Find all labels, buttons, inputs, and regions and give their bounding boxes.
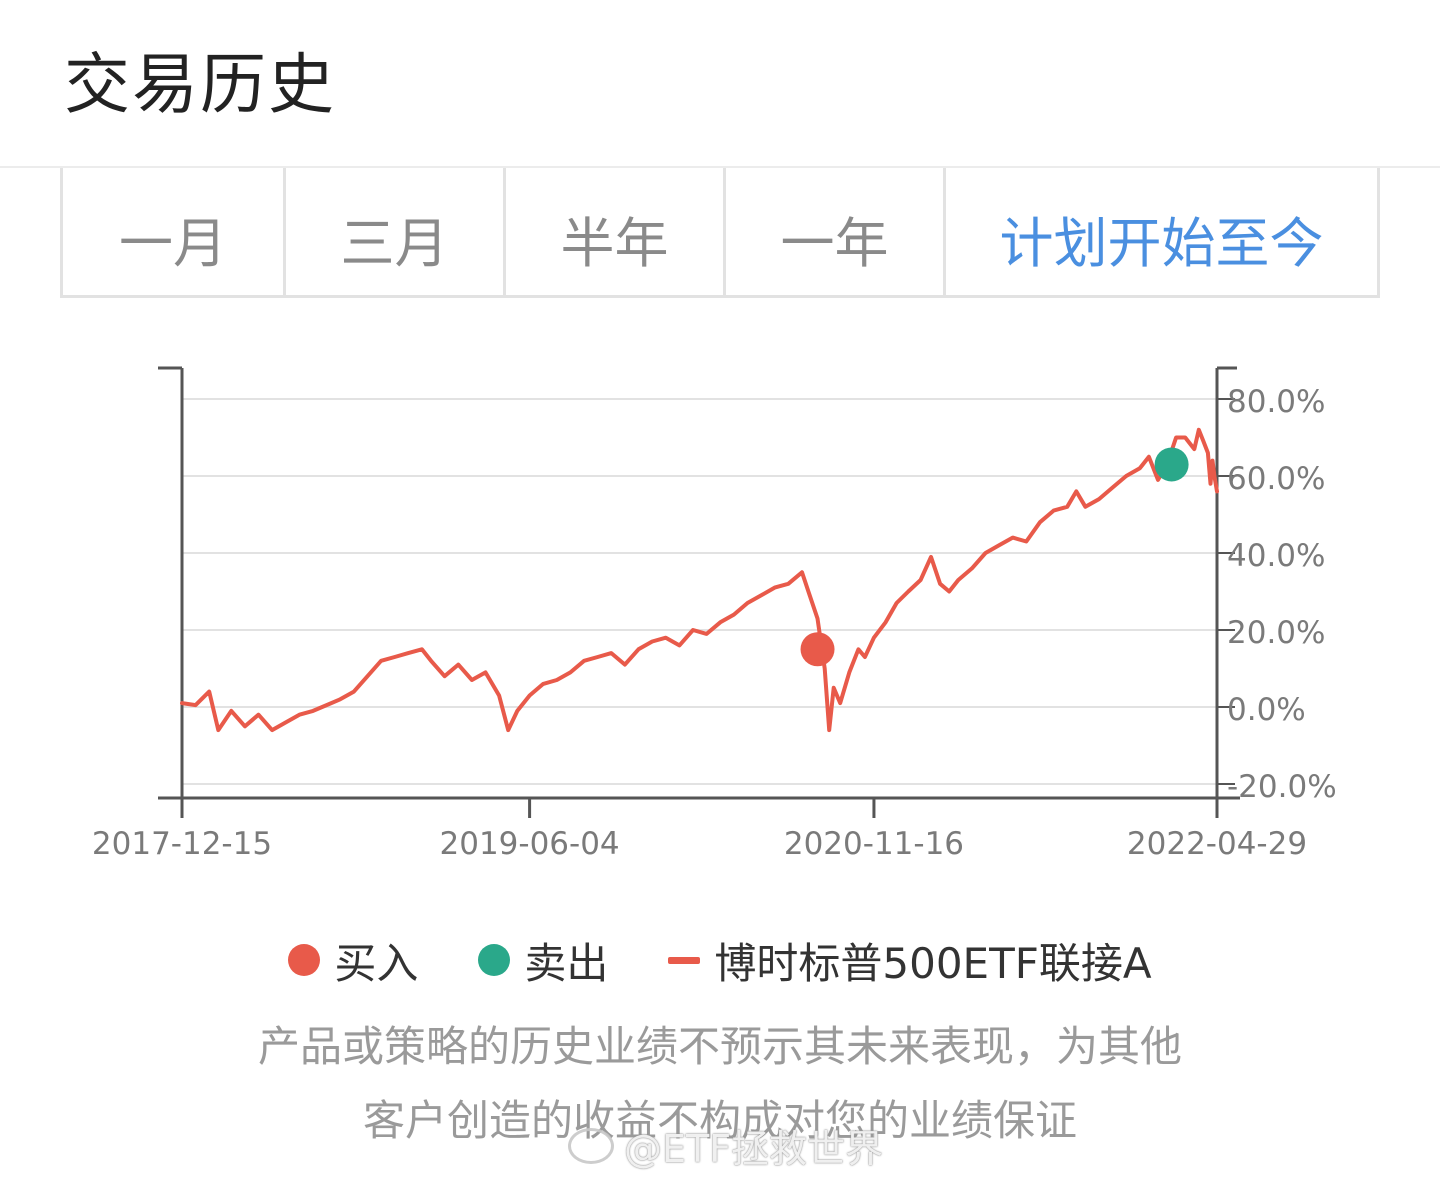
legend-series-label: 博时标普500ETF联接A: [714, 938, 1152, 988]
y-tick-label: 40.0%: [1227, 538, 1325, 574]
tab-label: 半年: [560, 212, 669, 275]
series-layer: [180, 427, 1219, 733]
legend-series[interactable]: 博时标普500ETF联接A: [668, 930, 1152, 991]
page-title: 交易历史: [64, 46, 336, 123]
buy-dot-icon: [288, 944, 321, 976]
chart-legend: 买入 卖出 博时标普500ETF联接A: [0, 925, 1440, 995]
buy-marker: [800, 632, 835, 667]
x-tick-label: 2020-11-16: [784, 826, 964, 862]
sell-marker: [1154, 447, 1189, 482]
y-tick-label: -20.0%: [1227, 769, 1337, 805]
grid-lines: [182, 398, 1217, 785]
title-divider: [0, 166, 1440, 168]
y-tick-label: 60.0%: [1227, 461, 1325, 497]
tab-half-year[interactable]: 半年: [503, 168, 723, 295]
x-tick-label: 2022-04-29: [1127, 826, 1307, 862]
legend-buy[interactable]: 买入: [288, 930, 418, 991]
y-tick-label: 20.0%: [1227, 615, 1325, 651]
tab-label: 三月: [340, 212, 449, 275]
x-tick-label: 2019-06-04: [440, 826, 620, 862]
tab-one-month[interactable]: 一月: [63, 168, 283, 295]
tab-label: 一年: [780, 212, 889, 275]
disclaimer: 产品或策略的历史业绩不预示其未来表现，为其他 客户创造的收益不构成对您的业绩保证: [140, 1010, 1300, 1158]
tab-since-plan-start[interactable]: 计划开始至今: [943, 168, 1377, 295]
y-tick-label: 80.0%: [1227, 384, 1325, 420]
trade-markers: [800, 447, 1189, 667]
performance-chart: -20.0% 0.0% 20.0% 40.0% 60.0% 80.0% 2017-12-15…: [0, 340, 1440, 880]
legend-sell-label: 卖出: [524, 938, 609, 988]
period-tabs: 一月 三月 半年 一年 计划开始至今: [60, 168, 1380, 298]
chart-svg: -20.0% 0.0% 20.0% 40.0% 60.0% 80.0% 2017-12-15…: [92, 366, 1337, 862]
chart-axes: [158, 366, 1240, 818]
tab-label: 计划开始至今: [999, 212, 1324, 275]
tab-three-months[interactable]: 三月: [283, 168, 503, 295]
series-line-icon: [668, 956, 701, 964]
disclaimer-line-2: 客户创造的收益不构成对您的业绩保证: [362, 1096, 1077, 1145]
tab-label: 一月: [119, 212, 227, 275]
legend-sell[interactable]: 卖出: [478, 930, 608, 991]
legend-buy-label: 买入: [334, 938, 419, 988]
axis-tick-labels: -20.0% 0.0% 20.0% 40.0% 60.0% 80.0% 2017-12-15…: [92, 384, 1337, 862]
disclaimer-line-1: 产品或策略的历史业绩不预示其未来表现，为其他: [257, 1022, 1182, 1071]
y-tick-label: 0.0%: [1227, 692, 1306, 728]
sell-dot-icon: [478, 944, 511, 976]
tab-one-year[interactable]: 一年: [723, 168, 943, 295]
series-line-sp500-etf: [180, 427, 1219, 733]
x-tick-label: 2017-12-15: [92, 826, 272, 862]
